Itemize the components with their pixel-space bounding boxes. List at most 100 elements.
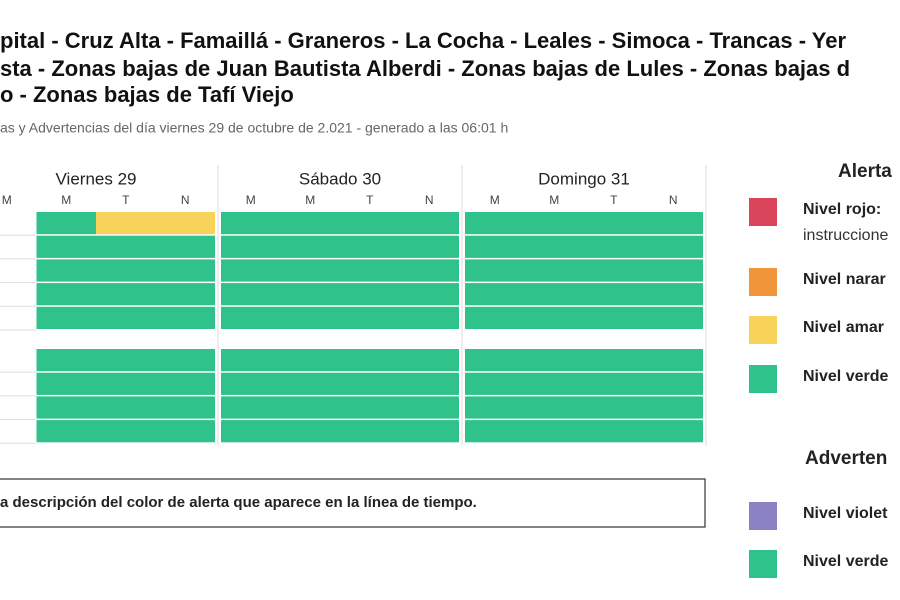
timeline-cell [524,235,584,258]
timeline-cell [465,349,525,372]
timeline-cell [465,420,525,443]
legend-label: Nivel rojo: [803,201,881,218]
timeline-cell [584,372,644,395]
timeline-cell [643,283,703,306]
timeline-cell [465,306,525,329]
timeline-cell [280,349,340,372]
timeline-cell [340,212,400,235]
legend-label: Nivel narar [803,271,886,288]
subtitle: as y Advertencias del día viernes 29 de … [0,120,508,136]
timeline-cell [155,420,215,443]
timeline-cell [643,212,703,235]
timeline-cell [36,212,96,235]
timeline-cell [643,306,703,329]
legend-label: Nivel verde [803,368,888,385]
timeline-cell [96,212,156,235]
timeline-cell [584,283,644,306]
timeline-cell [155,349,215,372]
period-label: M [490,193,500,207]
timeline-cell [221,283,281,306]
timeline-cell [340,235,400,258]
timeline-cell [221,235,281,258]
timeline-cell [465,212,525,235]
timeline-cell [155,396,215,419]
day-label: Sábado 30 [299,169,381,188]
timeline-cell [584,259,644,282]
timeline-cell [643,372,703,395]
title-line: pital - Cruz Alta - Famaillá - Graneros … [0,28,846,53]
timeline-cell [96,372,156,395]
timeline-cell [155,212,215,235]
timeline-cell [36,283,96,306]
legend-swatch [749,198,777,226]
timeline-cell [524,396,584,419]
timeline-cell [96,259,156,282]
title-line: o - Zonas bajas de Tafí Viejo [0,82,294,107]
title-line: sta - Zonas bajas de Juan Bautista Alber… [0,56,850,81]
timeline-cell [399,235,459,258]
period-label: N [669,193,678,207]
legend-swatch [749,502,777,530]
timeline-cell [340,420,400,443]
timeline-cell [465,396,525,419]
timeline-cell [155,283,215,306]
timeline-cell [524,349,584,372]
timeline-cell [465,235,525,258]
timeline-cell [221,349,281,372]
timeline-cell [584,306,644,329]
timeline-cell [340,372,400,395]
timeline-cell [36,349,96,372]
period-label: M [2,193,12,207]
timeline-cell [584,349,644,372]
timeline-cell [399,259,459,282]
timeline-cell [584,212,644,235]
timeline-cell [221,212,281,235]
legend-label: Nivel violet [803,505,888,522]
timeline-cell [643,259,703,282]
timeline-cell [584,396,644,419]
timeline-cell [96,283,156,306]
timeline-cell [96,306,156,329]
timeline-cell [280,235,340,258]
timeline-cell [643,396,703,419]
timeline-cell [96,349,156,372]
timeline-cell [36,372,96,395]
timeline-cell [36,235,96,258]
timeline-cell [280,259,340,282]
timeline-cell [221,372,281,395]
timeline-cell [399,396,459,419]
timeline-cell [465,283,525,306]
timeline-cell [280,396,340,419]
timeline-cell [340,283,400,306]
period-label: M [305,193,315,207]
timeline-cell [221,396,281,419]
timeline-cell [280,420,340,443]
legend-detail: instruccione [803,227,888,244]
legend-swatch [749,550,777,578]
timeline-cell [221,420,281,443]
timeline-cell [96,420,156,443]
timeline-cell [340,259,400,282]
timeline-cell [524,212,584,235]
timeline-cell [643,349,703,372]
timeline-cell [221,259,281,282]
timeline-cell [643,235,703,258]
timeline-cell [155,372,215,395]
timeline-cell [524,420,584,443]
period-label: M [61,193,71,207]
timeline-cell [280,212,340,235]
timeline-cell [524,283,584,306]
timeline-cell [155,306,215,329]
period-label: T [122,193,130,207]
timeline-cell [155,235,215,258]
timeline-cell [340,306,400,329]
timeline-cell [399,372,459,395]
timeline-cell [36,396,96,419]
timeline-cell [643,420,703,443]
period-label: N [181,193,190,207]
timeline-cell [399,420,459,443]
legend-label: Nivel amar [803,319,884,336]
timeline-cell [465,259,525,282]
legend-label: Nivel verde [803,553,888,570]
